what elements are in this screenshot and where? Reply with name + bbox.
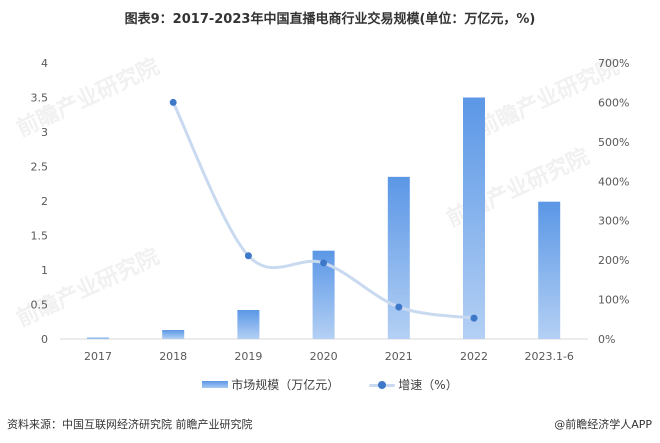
left-axis-tick: 2.5	[31, 161, 49, 174]
x-axis-tick: 2022	[460, 350, 488, 363]
x-axis-tick: 2019	[234, 350, 262, 363]
legend-line-swatch	[369, 380, 396, 390]
legend-item-market-size: 市场规模（万亿元）	[202, 376, 339, 393]
growth-marker	[395, 303, 403, 311]
x-axis-labels: 2017 2018 2019 2020 2021 2022 2023.1-6	[84, 350, 574, 363]
left-axis-tick: 0.5	[31, 299, 49, 312]
x-axis-tick: 2017	[84, 350, 112, 363]
legend-label: 市场规模（万亿元）	[231, 378, 340, 392]
right-axis-tick: 600%	[598, 96, 629, 109]
left-axis-tick: 1	[41, 264, 48, 277]
bar-2018	[162, 330, 185, 339]
growth-marker	[244, 252, 252, 260]
x-axis-tick: 2023.1-6	[524, 350, 573, 363]
bar-2017	[87, 337, 109, 339]
left-axis-tick: 0	[41, 333, 48, 346]
bar-series	[87, 97, 561, 339]
left-y-axis: 0 0.5 1 1.5 2 2.5 3 3.5 4	[31, 57, 49, 346]
legend-item-growth: 增速（%）	[369, 376, 458, 393]
left-axis-tick: 4	[41, 57, 48, 70]
source-note: 资料来源：中国互联网经济研究院 前瞻产业研究院	[7, 418, 253, 431]
right-axis-tick: 700%	[598, 57, 629, 70]
left-axis-tick: 2	[41, 195, 48, 208]
credit: @前瞻经济学人APP	[554, 418, 652, 431]
bar-2022	[463, 97, 485, 339]
left-axis-tick: 3.5	[31, 92, 49, 105]
footer: 资料来源：中国互联网经济研究院 前瞻产业研究院 @前瞻经济学人APP	[0, 416, 660, 436]
growth-marker	[470, 314, 478, 322]
growth-marker	[320, 259, 328, 267]
bar-2019	[237, 310, 260, 339]
left-axis-tick: 3	[41, 126, 48, 139]
legend-label: 增速（%）	[398, 378, 458, 392]
bar-2023.1-6	[538, 201, 561, 339]
growth-line	[171, 100, 476, 320]
bar-2021	[387, 176, 410, 339]
x-axis-tick: 2018	[159, 350, 187, 363]
right-axis-tick: 300%	[598, 215, 629, 228]
legend: 市场规模（万亿元） 增速（%）	[0, 376, 660, 393]
right-axis-tick: 100%	[598, 294, 629, 307]
chart-plot-area: 0 0.5 1 1.5 2 2.5 3 3.5 4 0% 100% 200% 300% 400% 500%…	[31, 57, 630, 363]
right-y-axis: 0% 100% 200% 300% 400% 500% 600% 700%	[598, 57, 629, 346]
x-axis-tick: 2021	[385, 350, 413, 363]
right-axis-tick: 0%	[598, 333, 615, 346]
right-axis-tick: 500%	[598, 136, 629, 149]
growth-marker	[169, 98, 177, 106]
growth-markers	[169, 98, 478, 322]
left-axis-tick: 1.5	[31, 230, 49, 243]
right-axis-tick: 200%	[598, 254, 629, 267]
bar-2020	[312, 250, 335, 339]
legend-bar-swatch	[202, 381, 229, 388]
chart-title: 图表9：2017-2023年中国直播电商行业交易规模(单位：万亿元，%)	[124, 12, 536, 27]
x-axis-tick: 2020	[310, 350, 338, 363]
right-axis-tick: 400%	[598, 175, 629, 188]
